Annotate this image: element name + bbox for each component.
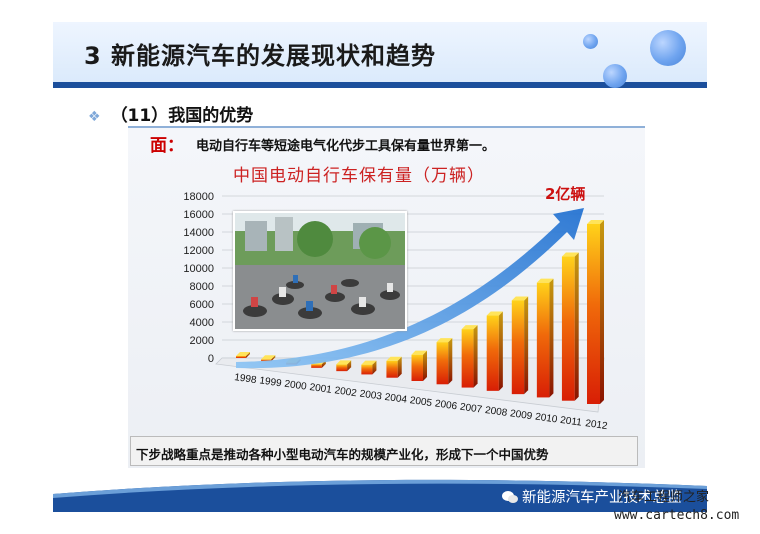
x-tick-label: 2001 (309, 382, 333, 396)
bar-side (397, 356, 402, 378)
bar-2008 (486, 315, 499, 391)
x-tick-label: 2012 (585, 418, 609, 432)
bar-side (473, 325, 478, 388)
watermark-source: 新能源汽车产业技术总监 (522, 490, 682, 506)
bar-2007 (461, 329, 474, 388)
y-tick-label: 8000 (190, 281, 214, 293)
section-heading-text: （11）我国的优势 (110, 106, 254, 126)
x-tick-label: 2003 (359, 389, 383, 403)
bar-side (423, 350, 427, 381)
bar-1999 (261, 359, 272, 362)
bar-2011 (561, 256, 575, 401)
bar-side (498, 311, 503, 391)
point-text: 电动自行车等短途电气化代步工具保有量世界第一。 (196, 139, 496, 154)
bar-top (511, 296, 529, 301)
wechat-icon (502, 491, 518, 503)
y-tick-label: 14000 (183, 227, 214, 239)
title-rule (53, 82, 707, 88)
x-tick-label: 2004 (384, 392, 408, 406)
bar-side (549, 278, 554, 398)
bar-2010 (536, 282, 550, 398)
bar-top (361, 360, 377, 365)
y-tick-label: 12000 (183, 245, 214, 257)
x-tick-label: 2009 (509, 408, 533, 422)
watermark-url: www.cartech8.com (614, 508, 740, 523)
bar-2001 (311, 364, 322, 368)
bar-top (561, 252, 579, 257)
strategy-note: 下步战略重点是推动各种小型电动汽车的规模产业化，形成下一个中国优势 (136, 447, 549, 462)
bar-side (448, 338, 453, 385)
decor-bubble-medium (603, 64, 627, 88)
chart-title: 中国电动自行车保有量（万辆） (233, 166, 485, 186)
footer-band (53, 479, 707, 512)
chart-annotation: 2亿辆 (545, 185, 586, 203)
y-tick-label: 18000 (183, 191, 214, 203)
bar-side (347, 360, 352, 372)
bar-top (536, 278, 554, 283)
bar-2009 (511, 300, 525, 395)
bar-side (372, 360, 377, 375)
bar-2006 (436, 342, 449, 385)
note-box (130, 436, 638, 466)
x-tick-label: 2011 (560, 415, 583, 429)
decor-bubble-large (650, 30, 686, 66)
x-tick-label: 2006 (434, 398, 458, 412)
y-tick-label: 16000 (183, 209, 214, 221)
bar-top (386, 356, 402, 361)
street-photo (233, 211, 407, 331)
bar-1998 (236, 356, 246, 358)
watermark-site-name: 汽车工程师之家 (618, 490, 710, 505)
decor-bubble-small (583, 34, 598, 49)
bar-top (411, 350, 427, 355)
bar-side (246, 352, 250, 358)
bar-top (261, 355, 276, 360)
bar-2005 (411, 354, 423, 381)
bar-side (574, 252, 579, 401)
x-tick-label: 1999 (259, 375, 283, 389)
page-title: 3 新能源汽车的发展现状和趋势 (84, 42, 437, 70)
bar-top (486, 311, 503, 316)
bar-side (600, 220, 604, 404)
bar-2002 (336, 364, 348, 372)
x-tick-label: 2005 (409, 395, 433, 409)
trend-arrow (236, 208, 584, 369)
bar-top (436, 338, 453, 343)
x-tick-label: 2010 (534, 412, 558, 426)
y-tick-label: 2000 (190, 335, 214, 347)
y-tick-label: 10000 (183, 263, 214, 275)
bar-side (524, 296, 529, 395)
bar-2012 (587, 224, 600, 404)
x-tick-label: 2002 (334, 385, 358, 399)
x-tick-label: 2007 (459, 402, 483, 416)
y-tick-label: 0 (208, 353, 214, 365)
y-tick-label: 6000 (190, 299, 214, 311)
bar-side (271, 355, 276, 362)
bar-2004 (386, 360, 398, 378)
x-tick-label: 2008 (484, 405, 508, 419)
bar-2003 (361, 364, 373, 375)
y-tick-label: 4000 (190, 317, 214, 329)
diamond-bullet-icon: ❖ (88, 109, 101, 125)
bar-top (587, 220, 604, 224)
bar-top (336, 360, 352, 365)
x-tick-label: 1998 (234, 372, 258, 386)
title-bar (53, 22, 707, 88)
x-tick-label: 2000 (284, 379, 308, 393)
point-label: 面： (150, 136, 184, 156)
bar-top (461, 325, 478, 330)
bar-top (236, 352, 250, 356)
section-heading: ❖ （11）我国的优势 (88, 101, 253, 126)
